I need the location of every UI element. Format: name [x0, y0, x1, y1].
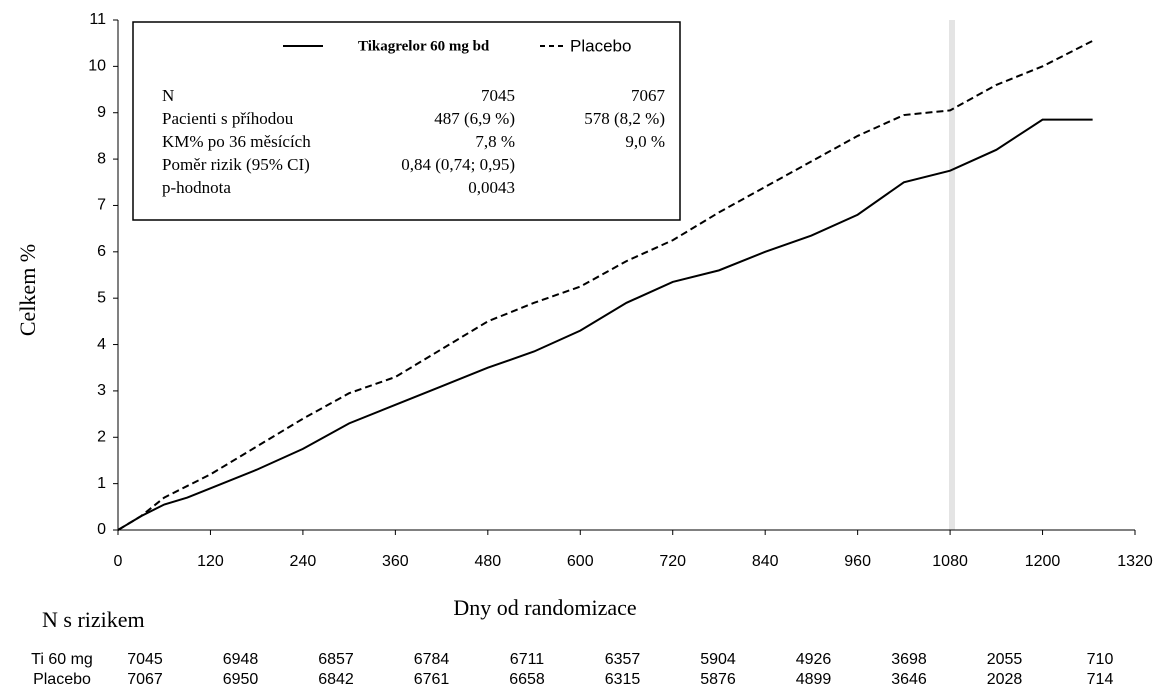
legend-table-cell: 487 (6,9 %) — [434, 109, 515, 128]
y-tick-label: 10 — [88, 58, 106, 75]
at-risk-value: 3646 — [891, 671, 927, 688]
at-risk-value: 6784 — [414, 651, 450, 668]
x-tick-label: 840 — [752, 553, 779, 570]
at-risk-value: 714 — [1087, 671, 1114, 688]
at-risk-value: 7067 — [127, 671, 163, 688]
legend-table-cell: KM% po 36 měsících — [162, 132, 311, 151]
legend-table-cell: 0,84 (0,74; 0,95) — [401, 155, 515, 174]
legend-table-cell: 9,0 % — [625, 132, 665, 151]
x-tick-label: 1320 — [1117, 553, 1153, 570]
at-risk-value: 6658 — [509, 671, 545, 688]
x-tick-label: 360 — [382, 553, 409, 570]
at-risk-value: 5876 — [700, 671, 736, 688]
legend-table-cell: 7,8 % — [475, 132, 515, 151]
at-risk-value: 6357 — [605, 651, 641, 668]
at-risk-title: N s rizikem — [42, 607, 145, 632]
at-risk-value: 6857 — [318, 651, 354, 668]
at-risk-value: 6761 — [414, 671, 450, 688]
series-line — [117, 39, 1094, 531]
y-tick-label: 1 — [97, 475, 106, 492]
highlight-band — [949, 20, 955, 530]
legend-table-cell: N — [162, 86, 174, 105]
at-risk-value: 3698 — [891, 651, 927, 668]
y-tick-label: 7 — [97, 197, 106, 214]
x-tick-label: 120 — [197, 553, 224, 570]
legend-table-cell: p-hodnota — [162, 178, 231, 197]
legend-box — [132, 21, 681, 221]
x-tick-label: 600 — [567, 553, 594, 570]
y-tick-label: 11 — [89, 11, 106, 28]
at-risk-value: 6711 — [510, 651, 545, 668]
legend-table-cell: 7045 — [481, 86, 515, 105]
y-tick-label: 9 — [97, 104, 106, 121]
x-axis-label: Dny od randomizace — [453, 595, 636, 620]
legend-label: Placebo — [570, 36, 631, 55]
at-risk-value: 6315 — [605, 671, 641, 688]
x-tick-label: 1200 — [1025, 553, 1061, 570]
y-tick-label: 0 — [97, 521, 106, 538]
x-tick-label: 480 — [474, 553, 501, 570]
series-line — [117, 118, 1093, 531]
y-tick-label: 3 — [97, 382, 106, 399]
y-tick-label: 4 — [97, 336, 106, 353]
at-risk-value: 710 — [1087, 651, 1114, 668]
at-risk-value: 6842 — [318, 671, 354, 688]
x-tick-label: 1080 — [932, 553, 968, 570]
y-tick-label: 2 — [97, 428, 106, 445]
x-tick-label: 720 — [659, 553, 686, 570]
at-risk-value: 2028 — [987, 671, 1023, 688]
at-risk-value: 2055 — [987, 651, 1023, 668]
legend-label: Tikagrelor 60 mg bd — [358, 38, 490, 54]
legend-table-cell: 578 (8,2 %) — [584, 109, 665, 128]
y-axis-label: Celkem % — [15, 244, 40, 336]
at-risk-value: 7045 — [127, 651, 163, 668]
y-tick-label: 6 — [97, 243, 106, 260]
at-risk-value: 4926 — [796, 651, 832, 668]
x-tick-label: 0 — [114, 553, 123, 570]
at-risk-label: Ti 60 mg — [31, 651, 93, 668]
legend-table-cell: 7067 — [631, 86, 666, 105]
at-risk-label: Placebo — [33, 671, 91, 688]
legend-table-cell: 0,0043 — [468, 178, 515, 197]
legend-table-cell: Poměr rizik (95% CI) — [162, 155, 310, 174]
legend-table-cell: Pacienti s příhodou — [162, 109, 294, 128]
x-tick-label: 240 — [290, 553, 317, 570]
x-tick-label: 960 — [844, 553, 871, 570]
at-risk-value: 5904 — [700, 651, 736, 668]
at-risk-value: 4899 — [796, 671, 832, 688]
at-risk-value: 6950 — [223, 671, 259, 688]
y-tick-label: 5 — [97, 289, 106, 306]
y-tick-label: 8 — [97, 150, 106, 167]
at-risk-value: 6948 — [223, 651, 259, 668]
